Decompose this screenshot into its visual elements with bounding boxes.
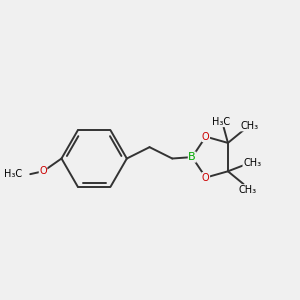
Text: CH₃: CH₃ <box>240 121 258 131</box>
Text: O: O <box>39 166 47 176</box>
Text: O: O <box>202 172 210 182</box>
Text: CH₃: CH₃ <box>239 185 257 195</box>
Text: O: O <box>202 132 210 142</box>
Text: B: B <box>188 152 196 162</box>
Text: CH₃: CH₃ <box>243 158 261 168</box>
Text: H₃C: H₃C <box>4 169 22 179</box>
Text: H₃C: H₃C <box>212 117 230 127</box>
